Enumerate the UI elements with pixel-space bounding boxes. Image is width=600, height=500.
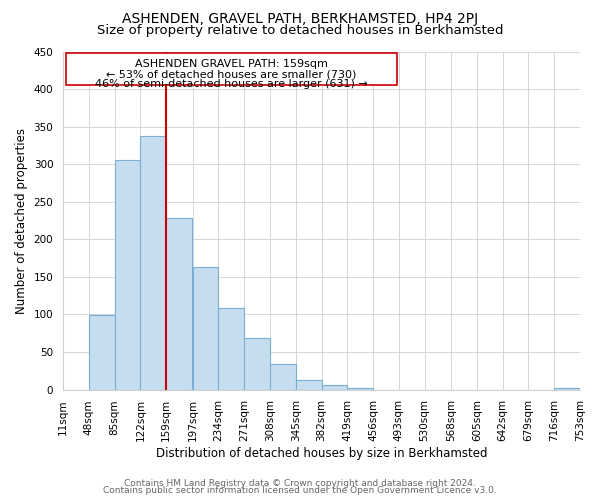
Bar xyxy=(270,364,296,390)
Bar xyxy=(140,136,166,390)
Text: Contains public sector information licensed under the Open Government Licence v3: Contains public sector information licen… xyxy=(103,486,497,495)
X-axis label: Distribution of detached houses by size in Berkhamsted: Distribution of detached houses by size … xyxy=(156,447,487,460)
Text: ASHENDEN GRAVEL PATH: 159sqm: ASHENDEN GRAVEL PATH: 159sqm xyxy=(135,59,328,69)
Bar xyxy=(554,388,580,390)
Bar xyxy=(347,388,373,390)
Bar xyxy=(193,267,218,390)
Text: Size of property relative to detached houses in Berkhamsted: Size of property relative to detached ho… xyxy=(97,24,503,37)
Text: Contains HM Land Registry data © Crown copyright and database right 2024.: Contains HM Land Registry data © Crown c… xyxy=(124,478,476,488)
Bar xyxy=(166,218,192,390)
Bar xyxy=(296,380,322,390)
Bar xyxy=(89,315,115,390)
Text: ← 53% of detached houses are smaller (730): ← 53% of detached houses are smaller (73… xyxy=(106,70,356,80)
Bar xyxy=(322,385,347,390)
Y-axis label: Number of detached properties: Number of detached properties xyxy=(15,128,28,314)
Bar xyxy=(218,308,244,390)
Bar xyxy=(66,53,397,86)
Bar xyxy=(115,160,140,390)
Text: 46% of semi-detached houses are larger (631) →: 46% of semi-detached houses are larger (… xyxy=(95,78,368,88)
Bar xyxy=(244,338,270,390)
Text: ASHENDEN, GRAVEL PATH, BERKHAMSTED, HP4 2PJ: ASHENDEN, GRAVEL PATH, BERKHAMSTED, HP4 … xyxy=(122,12,478,26)
